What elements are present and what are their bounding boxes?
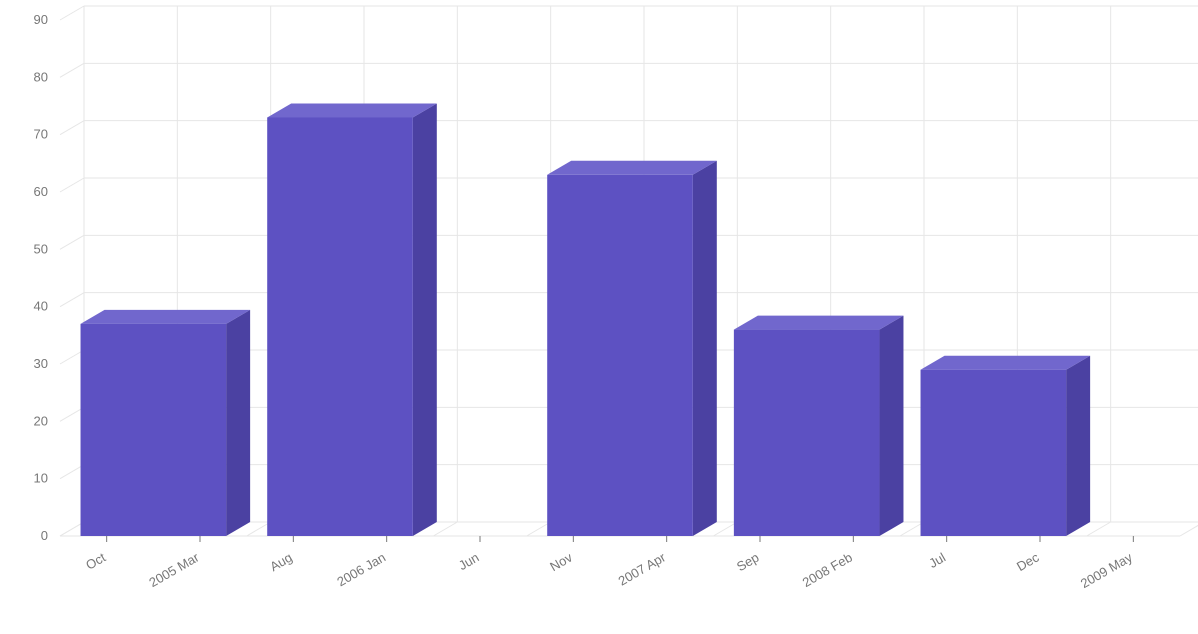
y-tick-label: 0 (41, 528, 48, 543)
x-axis-ticks: Oct 2005 Mar Aug 2006 Jan Jun Nov 2007 Apr Sep 2… (83, 536, 1135, 591)
y-tick-label: 20 (34, 413, 48, 428)
chart-bar (547, 161, 717, 536)
y-axis-ticks: 0 10 20 30 40 50 60 70 80 90 (34, 12, 48, 543)
x-tick-label: Oct (83, 549, 108, 572)
y-tick-label: 90 (34, 12, 48, 27)
x-tick-label: Dec (1014, 549, 1042, 574)
x-tick-label: Jun (456, 550, 482, 573)
y-tick-label: 60 (34, 184, 48, 199)
bar-chart-3d: 0 10 20 30 40 50 60 70 80 90 Oct 2005 Mar Aug 2006 J… (0, 0, 1198, 634)
y-tick-label: 10 (34, 471, 48, 486)
x-tick-label: 2006 Jan (334, 550, 388, 590)
x-tick-label: 2007 Apr (616, 549, 669, 588)
y-tick-label: 80 (34, 69, 48, 84)
x-tick-label: Aug (267, 550, 295, 575)
x-tick-label: 2005 Mar (146, 549, 202, 590)
x-tick-label: Nov (547, 549, 575, 574)
chart-bar (81, 310, 251, 536)
chart-bar (921, 356, 1091, 536)
x-tick-label: 2008 Feb (800, 550, 855, 590)
x-tick-label: Jul (926, 550, 948, 571)
y-tick-label: 50 (34, 241, 48, 256)
chart-bar (734, 316, 904, 536)
x-tick-label: Sep (734, 550, 762, 575)
y-tick-label: 70 (34, 127, 48, 142)
y-tick-label: 40 (34, 299, 48, 314)
chart-bar (267, 103, 437, 536)
x-tick-label: 2009 May (1078, 549, 1135, 591)
y-tick-label: 30 (34, 356, 48, 371)
